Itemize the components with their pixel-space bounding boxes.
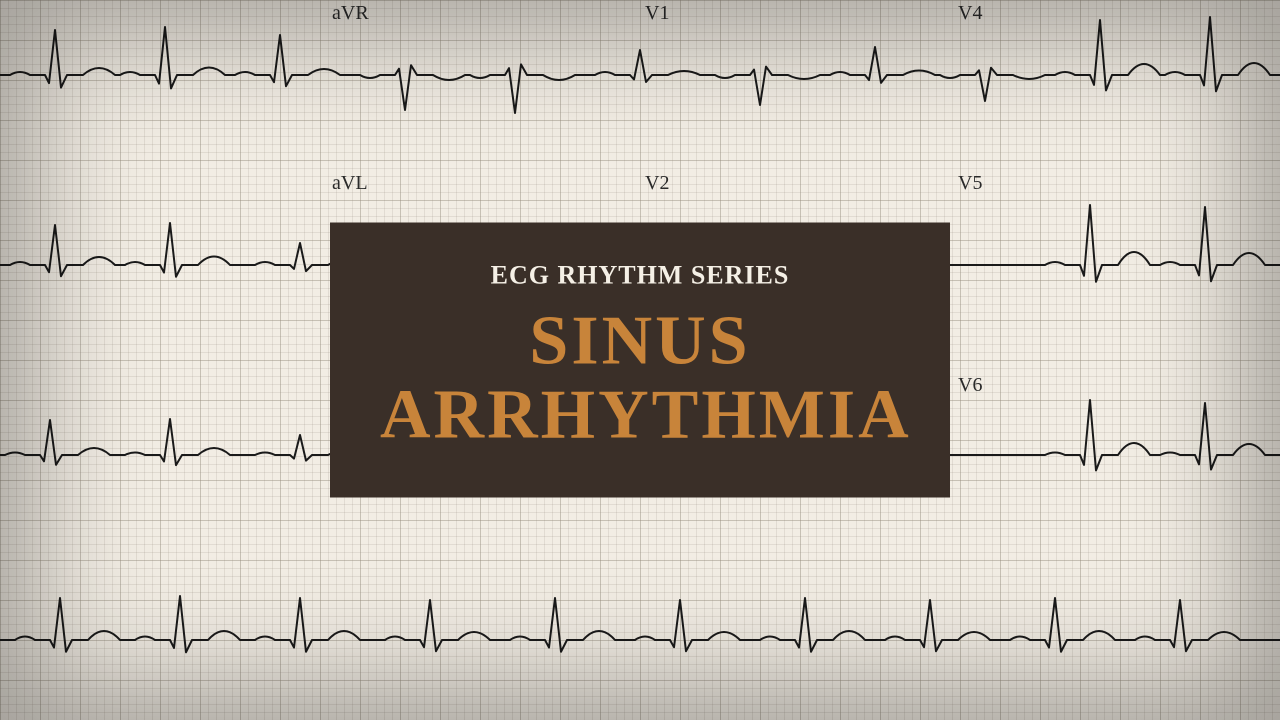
title-line2: ARRHYTHMIA: [380, 376, 912, 453]
lead-label: aVR: [332, 2, 369, 25]
lead-label: V6: [958, 374, 982, 397]
lead-label: V4: [958, 2, 982, 25]
ecg-background: aVR V1 V4 aVL V2 V5 V6 ECG RHYTHM SERIES SINUS…: [0, 0, 1280, 720]
card-title: SINUS ARRHYTHMIA: [380, 305, 900, 452]
lead-label: V2: [645, 172, 669, 195]
lead-label: V1: [645, 2, 669, 25]
lead-label: aVL: [332, 172, 368, 195]
ecg-trace-row: [0, 17, 1280, 113]
title-line1: SINUS: [529, 303, 750, 380]
ecg-trace-row: [0, 596, 1280, 652]
lead-label: V5: [958, 172, 982, 195]
card-subtitle: ECG RHYTHM SERIES: [380, 261, 900, 291]
title-card: ECG RHYTHM SERIES SINUS ARRHYTHMIA: [330, 223, 950, 498]
